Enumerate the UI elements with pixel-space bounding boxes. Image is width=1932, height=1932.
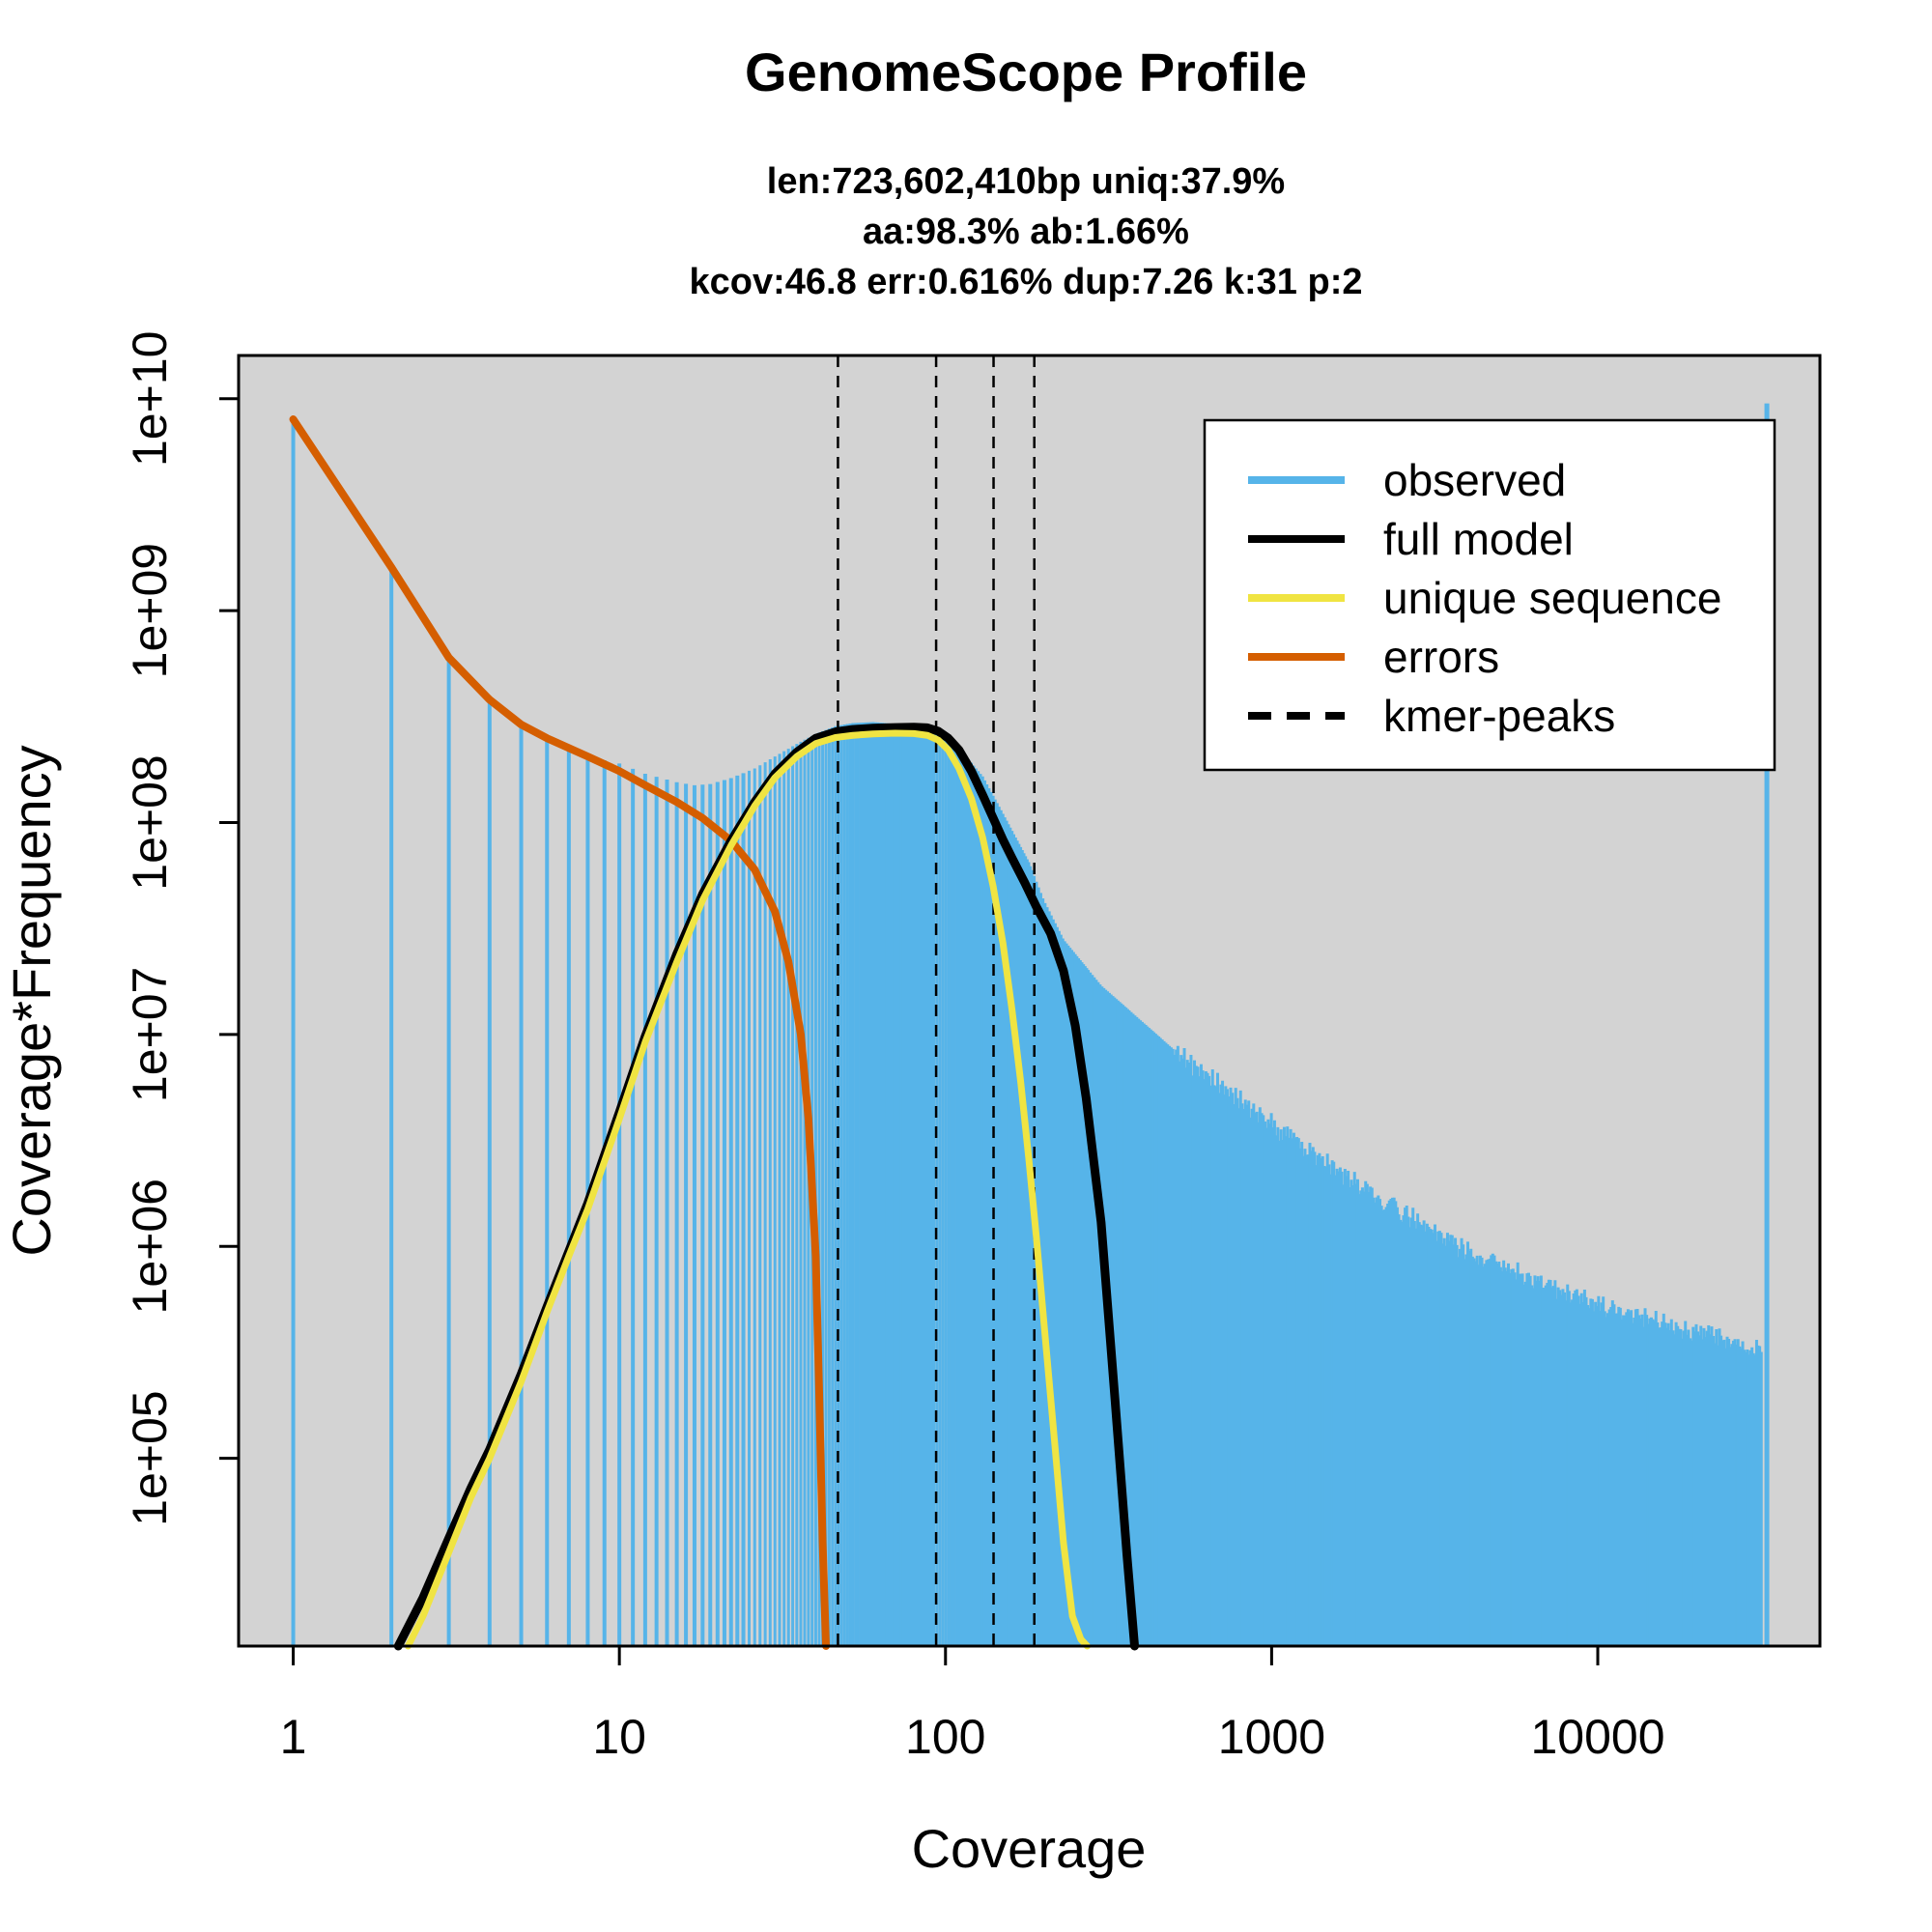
y-tick-label: 1e+08 (123, 754, 177, 890)
y-tick-label: 1e+06 (123, 1179, 177, 1314)
subtitle-line-1: len:723,602,410bp uniq:37.9% (767, 161, 1285, 202)
legend-items: observed full model unique sequence errors k… (1248, 455, 1721, 741)
x-tick-label: 10000 (1530, 1710, 1664, 1764)
observed-layer (291, 403, 1770, 1646)
legend: observed full model unique sequence errors k… (1203, 418, 1776, 772)
x-axis: 1 10 100 1000 10000 (280, 1644, 1665, 1764)
y-axis-label: Coverage*Frequency (1, 745, 62, 1256)
subtitle-line-2: aa:98.3% ab:1.66% (863, 212, 1189, 252)
y-tick-label: 1e+05 (123, 1390, 177, 1525)
x-axis-label: Coverage (912, 1818, 1147, 1879)
model-layer (289, 415, 1140, 1651)
x-tick-label: 100 (905, 1710, 985, 1764)
y-tick-label: 1e+09 (123, 543, 177, 678)
legend-label: unique sequence (1383, 573, 1721, 623)
series-unique-sequence (404, 729, 1091, 1650)
legend-label: errors (1383, 632, 1499, 682)
y-tick-label: 1e+07 (123, 967, 177, 1102)
y-tick-label: 1e+10 (123, 331, 177, 467)
y-axis: 1e+05 1e+06 1e+07 1e+08 1e+09 1e+10 (123, 331, 241, 1526)
chart-title: GenomeScope Profile (745, 42, 1307, 102)
legend-label: observed (1383, 455, 1566, 505)
legend-label: kmer-peaks (1383, 691, 1615, 741)
subtitle-line-3: kcov:46.8 err:0.616% dup:7.26 k:31 p:2 (689, 262, 1362, 302)
x-tick-label: 1000 (1218, 1710, 1325, 1764)
x-tick-label: 10 (592, 1710, 646, 1764)
kmer-peaks-layer (837, 355, 1036, 1646)
legend-label: full model (1383, 514, 1574, 564)
series-errors (289, 415, 831, 1650)
x-tick-label: 1 (280, 1710, 307, 1764)
